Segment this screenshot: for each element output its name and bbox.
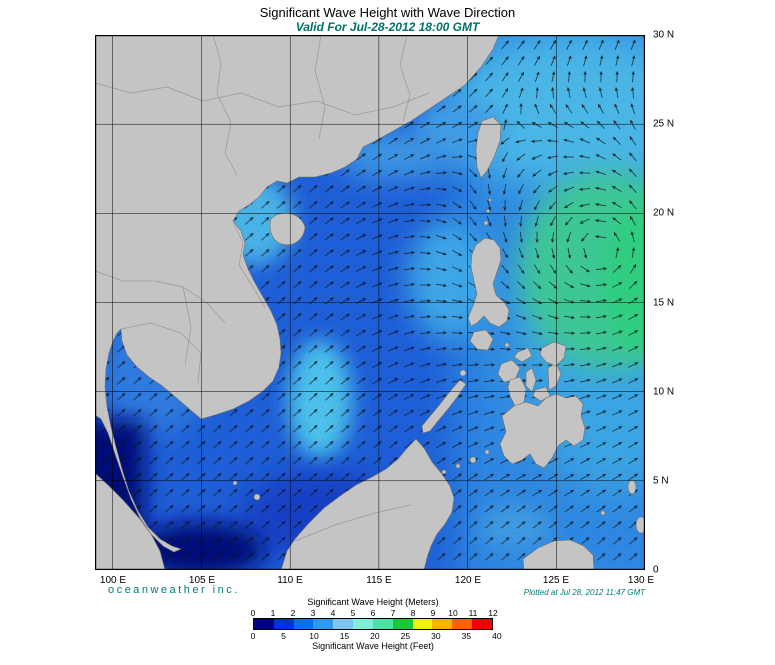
- meters-tick: 5: [350, 608, 356, 618]
- meters-tick: 7: [390, 608, 396, 618]
- feet-tick: 15: [339, 631, 350, 641]
- lon-tick-label: 115 E: [366, 575, 392, 586]
- island-luzon: [467, 237, 510, 328]
- meters-tick: 0: [250, 608, 256, 618]
- island-mindoro: [469, 329, 494, 351]
- legend-feet-ticks: 0 5 10 15 20 25 30 35 40: [250, 631, 502, 641]
- island-samar: [539, 341, 567, 367]
- island-masbate: [513, 347, 533, 363]
- island-taiwan: [475, 116, 502, 179]
- colorbar-cell: [412, 619, 433, 629]
- feet-tick: 20: [370, 631, 380, 641]
- feet-tick: 10: [309, 631, 319, 641]
- meters-tick: 6: [370, 608, 376, 618]
- colorbar: [253, 618, 493, 630]
- island-cebu: [525, 367, 537, 393]
- meters-tick: 1: [270, 608, 276, 618]
- wave-map-svg: [95, 35, 645, 570]
- meters-tick: 4: [330, 608, 336, 618]
- lon-tick-label: 130 E: [627, 575, 655, 586]
- lon-tick-label: 100 E: [99, 575, 127, 586]
- meters-tick: 11: [468, 608, 478, 618]
- feet-tick: 40: [492, 631, 502, 641]
- legend-feet-label: Significant Wave Height (Feet): [312, 641, 434, 651]
- colorbar-cell: [432, 619, 453, 629]
- lat-tick-label: 0: [653, 564, 659, 576]
- landmass-asia-mainland: [95, 35, 500, 553]
- lat-tick-label: 30 N: [653, 29, 675, 41]
- colorbar-cell: [452, 619, 473, 629]
- colorbar-cell: [313, 619, 334, 629]
- colorbar-cell: [293, 619, 314, 629]
- political-boundaries: [95, 35, 430, 542]
- colorbar-cell: [254, 619, 274, 629]
- lon-tick-label: 120 E: [454, 575, 482, 586]
- colorbar-cell: [333, 619, 354, 629]
- feet-tick: 5: [281, 631, 286, 641]
- lat-tick-label: 20 N: [653, 207, 675, 219]
- meters-tick: 10: [448, 608, 458, 618]
- plotted-timestamp: Plotted at Jul 28, 2012 11:47 GMT: [523, 588, 645, 597]
- graticule: [95, 35, 645, 570]
- meters-tick: 3: [310, 608, 316, 618]
- feet-tick: 0: [250, 631, 256, 641]
- meters-tick: 9: [430, 608, 436, 618]
- colorbar-cell: [372, 619, 393, 629]
- lon-tick-label: 125 E: [542, 575, 570, 586]
- colorbar-cell: [472, 619, 492, 629]
- lon-tick-label: 110 E: [277, 575, 303, 586]
- feet-tick: 25: [400, 631, 411, 641]
- map-frame: [95, 35, 645, 570]
- legend: Significant Wave Height (Meters) 0 1 2 3…: [250, 597, 502, 651]
- island-mindanao: [499, 393, 586, 469]
- chart-title: Significant Wave Height with Wave Direct…: [259, 5, 516, 20]
- chart-valid-time: Valid For Jul-28-2012 18:00 GMT: [295, 20, 480, 34]
- colorbar-cell: [392, 619, 413, 629]
- feet-tick: 30: [431, 631, 441, 641]
- island-sulawesi: [522, 539, 595, 570]
- lon-tick-label: 105 E: [188, 575, 216, 586]
- lat-tick-label: 5 N: [653, 475, 669, 487]
- meters-tick: 2: [290, 608, 296, 618]
- legend-meters-ticks: 0 1 2 3 4 5 6 7 8 9 10 11 12: [250, 608, 498, 618]
- meters-tick: 8: [410, 608, 416, 618]
- feet-tick: 35: [461, 631, 472, 641]
- lat-tick-label: 25 N: [653, 118, 675, 130]
- colorbar-cell: [273, 619, 294, 629]
- island-borneo: [280, 438, 455, 570]
- oceanweather-logo: oceanweather inc.: [108, 584, 240, 596]
- lat-tick-label: 10 N: [653, 386, 675, 398]
- island-palawan: [421, 379, 467, 434]
- meters-tick: 12: [488, 608, 498, 618]
- map-area: [95, 35, 645, 570]
- legend-meters-label: Significant Wave Height (Meters): [307, 597, 439, 607]
- lat-tick-label: 15 N: [653, 297, 675, 309]
- colorbar-cell: [353, 619, 373, 629]
